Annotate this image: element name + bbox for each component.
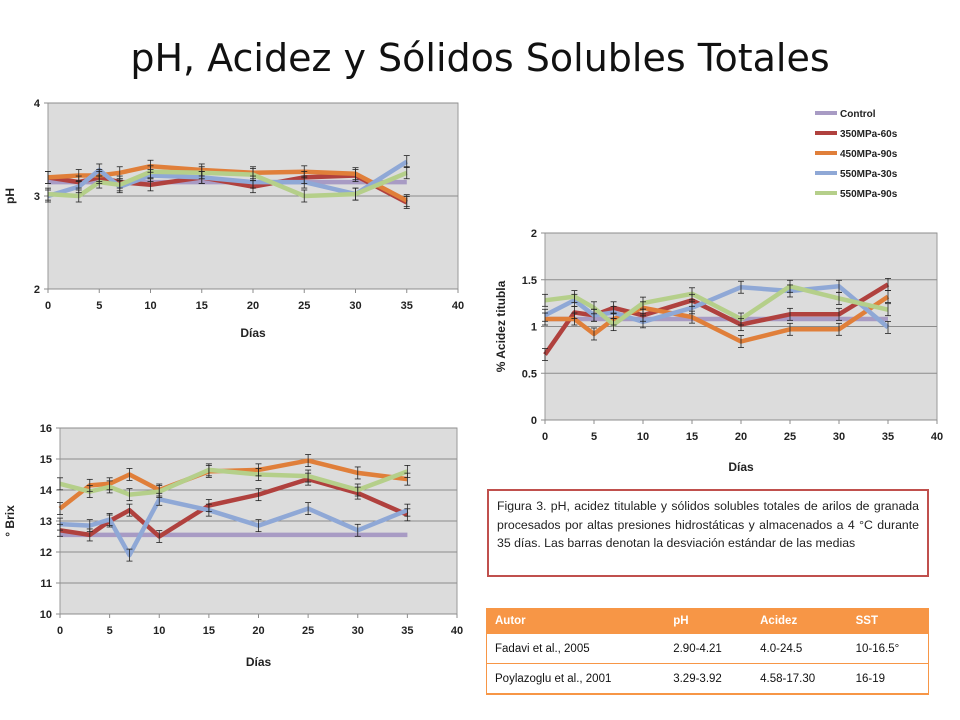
x-tick-label: 25 — [784, 431, 796, 443]
x-tick-label: 30 — [833, 431, 845, 443]
series-line — [543, 284, 890, 330]
y-tick-label: 4 — [34, 98, 41, 110]
x-tick-label: 20 — [247, 300, 259, 312]
series-line — [544, 284, 889, 327]
table-cell: 4.58-17.30 — [752, 663, 848, 695]
table-cell: 16-19 — [847, 663, 929, 695]
x-tick-label: 30 — [349, 300, 361, 312]
series-line — [543, 282, 890, 356]
x-tick-label: 35 — [401, 625, 413, 637]
y-tick-label: 2 — [531, 228, 537, 240]
y-tick-label: 3 — [34, 191, 40, 203]
x-tick-label: 20 — [252, 625, 264, 637]
y-axis-title: ° Brix — [3, 505, 17, 537]
y-tick-label: 12 — [40, 547, 52, 559]
x-tick-label: 25 — [302, 625, 314, 637]
series-line — [59, 467, 409, 497]
table-header-row: Autor pH Acidez SST — [486, 608, 929, 634]
reference-table: Autor pH Acidez SST Fadavi et al., 2005 … — [486, 608, 929, 695]
table-cell: 10-16.5° — [847, 634, 929, 664]
y-axis-title: % Acidez titubla — [494, 280, 508, 372]
x-tick-label: 20 — [735, 431, 747, 443]
chart-3: 10 11 12 13 14 15 16 0 5 10 15 20 25 30 35 40 Días ° Brix — [3, 423, 463, 669]
table-cell: 2.90-4.21 — [665, 634, 753, 664]
y-tick-label: 0.5 — [522, 368, 537, 380]
table-header-cell: Acidez — [752, 608, 848, 634]
y-tick-label: 16 — [40, 423, 52, 435]
x-axis-title: Días — [728, 460, 754, 474]
y-tick-label: 11 — [40, 578, 52, 590]
x-tick-label: 0 — [45, 300, 51, 312]
series-line — [59, 476, 409, 539]
x-tick-label: 40 — [931, 431, 943, 443]
legend-label: 450MPa-90s — [840, 149, 898, 160]
table-header-cell: pH — [665, 608, 753, 634]
x-tick-label: 5 — [591, 431, 597, 443]
table-cell: 4.0-24.5 — [752, 634, 848, 664]
y-tick-label: 1.5 — [522, 275, 537, 287]
legend-label: 350MPa-60s — [840, 129, 898, 140]
series-line — [47, 169, 408, 199]
series-line — [545, 294, 890, 344]
x-tick-label: 25 — [298, 300, 310, 312]
x-axis-title: Días — [240, 326, 266, 340]
figure-caption: Figura 3. pH, acidez titulable y sólidos… — [487, 489, 929, 577]
x-tick-label: 35 — [882, 431, 894, 443]
table-row: Fadavi et al., 2005 2.90-4.21 4.0-24.5 1… — [486, 634, 929, 664]
legend: Control 350MPa-60s 450MPa-90s 550MPa-30s 550… — [815, 109, 898, 200]
y-tick-label: 2 — [34, 284, 40, 296]
x-tick-label: 40 — [452, 300, 464, 312]
series-line — [47, 159, 409, 199]
x-tick-label: 15 — [203, 625, 215, 637]
y-axis-title: pH — [3, 188, 17, 204]
y-tick-label: 15 — [40, 454, 52, 466]
legend-label: 550MPa-30s — [840, 169, 898, 180]
table-row: Poylazoglu et al., 2001 3.29-3.92 4.58-1… — [486, 663, 929, 695]
x-tick-label: 15 — [196, 300, 208, 312]
x-tick-label: 10 — [144, 300, 156, 312]
table-cell: Poylazoglu et al., 2001 — [486, 663, 666, 695]
y-tick-label: 10 — [40, 609, 52, 621]
table-cell: 3.29-3.92 — [665, 663, 753, 695]
legend-label: Control — [840, 109, 876, 120]
x-tick-label: 0 — [542, 431, 548, 443]
y-tick-label: 1 — [531, 322, 537, 334]
x-tick-label: 10 — [153, 625, 165, 637]
x-tick-label: 15 — [686, 431, 698, 443]
y-tick-label: 13 — [40, 516, 52, 528]
x-tick-label: 0 — [57, 625, 63, 637]
slide-title: pH, Acidez y Sólidos Solubles Totales — [130, 36, 830, 80]
x-tick-label: 35 — [401, 300, 413, 312]
x-axis-title: Días — [246, 655, 272, 669]
table-header-cell: SST — [847, 608, 929, 634]
x-tick-label: 5 — [107, 625, 113, 637]
table-header-cell: Autor — [486, 608, 666, 634]
x-tick-label: 10 — [637, 431, 649, 443]
legend-label: 550MPa-90s — [840, 189, 898, 200]
y-tick-label: 14 — [40, 485, 53, 497]
table-cell: Fadavi et al., 2005 — [486, 634, 666, 664]
x-tick-label: 30 — [352, 625, 364, 637]
x-tick-label: 5 — [96, 300, 102, 312]
y-tick-label: 0 — [531, 415, 537, 427]
x-tick-label: 40 — [451, 625, 463, 637]
series-line — [59, 497, 409, 558]
